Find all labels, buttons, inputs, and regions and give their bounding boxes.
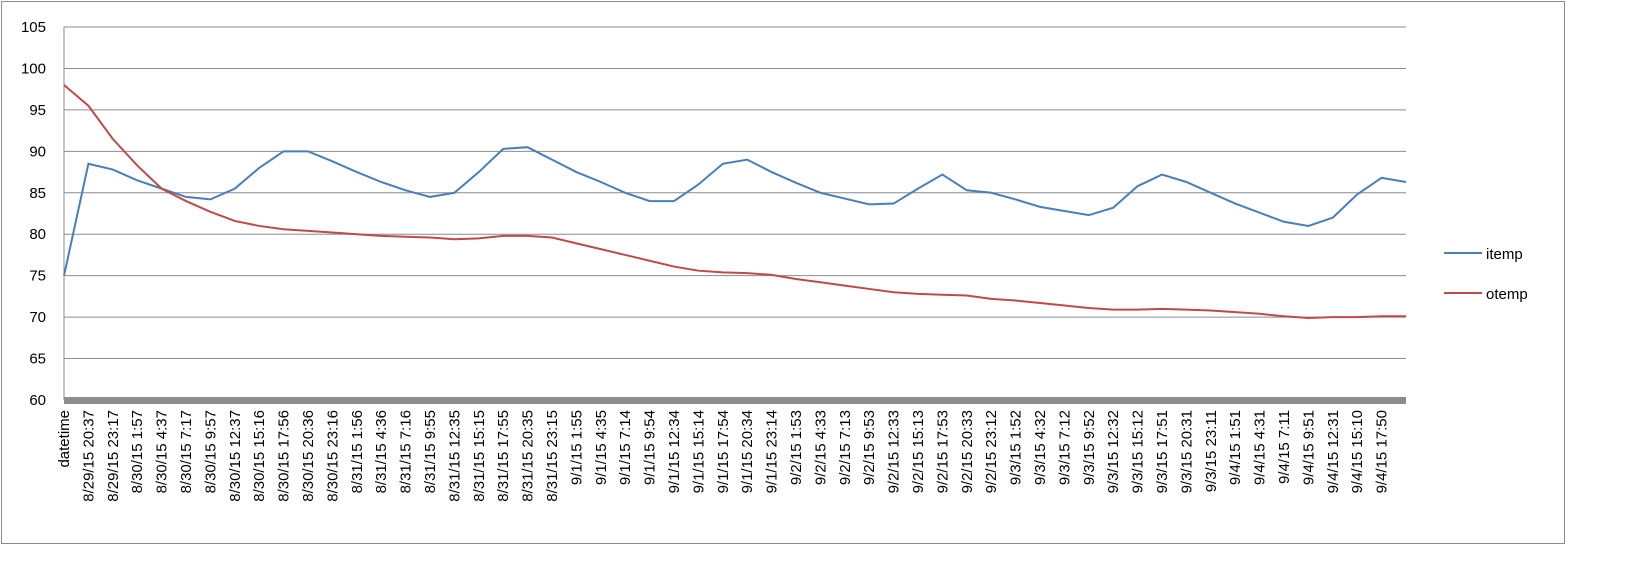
x-tick-label: 9/4/15 7:11 [1276,410,1293,484]
legend-label: itemp [1486,246,1523,263]
x-tick-label: 8/29/15 20:37 [80,410,97,502]
x-tick-label: 8/31/15 12:35 [446,410,463,502]
x-tick-label: 9/2/15 1:53 [788,410,805,485]
y-tick-label: 100 [21,60,46,77]
x-tick-label: 9/4/15 17:50 [1374,410,1391,493]
legend-label: otemp [1486,286,1528,303]
x-tick-label: 8/30/15 9:57 [202,410,219,493]
x-tick-label: 8/31/15 20:35 [520,410,537,502]
y-tick-label: 60 [29,392,46,409]
x-tick-label: 9/2/15 17:53 [934,410,951,493]
x-tick-label: 9/4/15 4:31 [1252,410,1269,485]
y-tick-label: 70 [29,309,46,326]
x-tick-label: 9/2/15 15:13 [910,410,927,493]
x-tick-label: 8/31/15 1:56 [349,410,366,493]
x-tick-label: 9/1/15 1:55 [568,410,585,485]
x-tick-label: 9/1/15 12:34 [666,410,683,493]
x-tick-label: 8/31/15 23:15 [544,410,561,502]
x-tick-label: 9/2/15 23:12 [983,410,1000,493]
x-tick-label: 9/2/15 7:13 [837,410,854,485]
chart-border [1,1,1565,544]
x-tick-label: 9/3/15 15:12 [1130,410,1147,493]
x-tick-label: 8/30/15 12:37 [227,410,244,502]
x-tick-label: 8/30/15 1:57 [129,410,146,493]
x-tick-label: 9/3/15 20:31 [1178,410,1195,493]
series-line [63,84,1406,319]
x-tick-label: 9/4/15 12:31 [1325,410,1342,493]
x-tick-label: 8/30/15 15:16 [251,410,268,502]
x-tick-label: 9/3/15 17:51 [1154,410,1171,493]
x-tick-label: 9/3/15 4:32 [1032,410,1049,485]
y-tick-label: 90 [29,143,46,160]
x-tick-label: 9/3/15 12:32 [1105,410,1122,493]
x-tick-label: 9/3/15 7:12 [1056,410,1073,485]
x-tick-label: 9/2/15 9:53 [861,410,878,485]
x-tick-label: 9/2/15 12:33 [886,410,903,493]
x-tick-label: 9/1/15 15:14 [690,410,707,493]
x-tick-label: 8/30/15 4:37 [154,410,171,493]
x-tick-label: 9/3/15 23:11 [1203,410,1220,492]
x-tick-label: 9/1/15 17:54 [715,410,732,493]
y-tick-label: 105 [21,19,46,36]
x-tick-label: 8/31/15 17:55 [495,410,512,502]
x-tick-label: 8/31/15 9:55 [422,410,439,493]
x-tick-label: 9/2/15 4:33 [812,410,829,485]
x-tick-label: 8/29/15 23:17 [105,410,122,502]
x-tick-label: 8/31/15 4:36 [373,410,390,493]
x-tick-label: 9/1/15 20:34 [739,410,756,493]
y-tick-label: 65 [29,351,46,368]
x-tick-label: 9/1/15 23:14 [764,410,781,493]
x-tick-label: 8/30/15 23:16 [324,410,341,502]
y-tick-label: 80 [29,226,46,243]
x-tick-label: 9/4/15 1:51 [1227,410,1244,485]
x-tick-label: 9/3/15 1:52 [1008,410,1025,485]
x-tick-label: datetime [56,410,73,468]
x-tick-label: 8/30/15 17:56 [276,410,293,502]
x-tick-label: 8/30/15 7:17 [178,410,195,493]
x-tick-label: 9/1/15 7:14 [617,410,634,485]
series-line [63,146,1407,276]
x-axis [64,397,1406,404]
x-tick-label: 9/4/15 9:51 [1300,410,1317,485]
x-tick-label: 8/31/15 15:15 [471,410,488,502]
x-tick-label: 9/3/15 9:52 [1081,410,1098,485]
x-tick-label: 9/1/15 9:54 [642,410,659,485]
x-tick-label: 9/1/15 4:35 [593,410,610,485]
x-tick-label: 8/30/15 20:36 [300,410,317,502]
y-tick-label: 75 [29,268,46,285]
x-tick-label: 9/4/15 15:10 [1349,410,1366,493]
y-tick-label: 85 [29,185,46,202]
y-tick-label: 95 [29,102,46,119]
x-tick-label: 8/31/15 7:16 [398,410,415,493]
x-tick-label: 9/2/15 20:33 [959,410,976,493]
